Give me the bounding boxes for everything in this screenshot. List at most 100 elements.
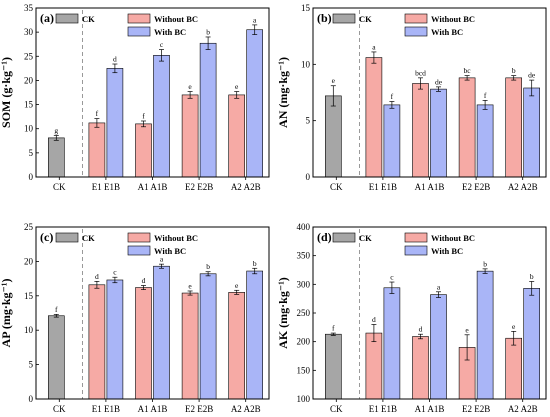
x-tick-label: E2 E2B bbox=[185, 404, 213, 414]
y-axis-title: AK (mg·kg⁻¹) bbox=[276, 277, 290, 349]
plot-frame bbox=[312, 226, 547, 400]
x-tick-label: E2 E2B bbox=[462, 404, 490, 414]
significance-letter: d bbox=[372, 315, 376, 324]
significance-letter: e bbox=[235, 281, 239, 290]
legend-label-without-bc: Without BC bbox=[154, 233, 198, 243]
panel-label: (b) bbox=[317, 11, 332, 25]
y-tick-label: 0 bbox=[29, 394, 34, 404]
legend-swatch-ck bbox=[55, 232, 79, 243]
legend-label-ck: CK bbox=[82, 233, 95, 243]
significance-letter: d bbox=[95, 272, 99, 281]
significance-letter: e bbox=[512, 322, 516, 331]
y-tick-label: 25 bbox=[24, 222, 34, 232]
y-tick-label: 0 bbox=[306, 172, 311, 182]
legend: CK Without BC With BC bbox=[55, 232, 198, 256]
y-tick-label: 5 bbox=[29, 360, 34, 370]
x-tick-label: E1 E1B bbox=[92, 182, 120, 192]
significance-letter: a bbox=[253, 15, 257, 24]
with-bc-bar bbox=[246, 29, 263, 178]
with-bc-bar bbox=[430, 294, 447, 400]
with-bc-bar bbox=[153, 265, 170, 400]
y-tick-label: 100 bbox=[297, 394, 311, 404]
significance-letter: b bbox=[206, 262, 210, 271]
x-tick-label: A2 A2B bbox=[508, 404, 538, 414]
without-bc-bar bbox=[505, 77, 523, 178]
x-tick-label: A2 A2B bbox=[508, 182, 538, 192]
with-bc-bar bbox=[383, 287, 401, 400]
significance-letter: b bbox=[253, 259, 257, 268]
without-bc-bar bbox=[412, 336, 429, 400]
significance-letter: e bbox=[235, 82, 239, 91]
y-tick-label: 15 bbox=[301, 3, 311, 13]
without-bc-bar bbox=[365, 332, 383, 400]
legend: CK Without BC With BC bbox=[55, 13, 198, 37]
significance-letter: e bbox=[465, 325, 469, 334]
ck-bar bbox=[324, 95, 342, 178]
plot-frame bbox=[312, 7, 547, 178]
significance-letter: c bbox=[160, 40, 164, 49]
significance-letter: b bbox=[530, 272, 534, 281]
with-bc-bar bbox=[523, 288, 541, 400]
without-bc-bar bbox=[135, 123, 152, 178]
without-bc-bar bbox=[181, 292, 199, 400]
with-bc-bar bbox=[106, 68, 124, 178]
y-tick-label: 350 bbox=[297, 251, 311, 261]
significance-letter: b bbox=[512, 66, 516, 75]
legend-label-ck: CK bbox=[359, 14, 372, 24]
x-tick-label: A1 A1B bbox=[415, 182, 445, 192]
without-bc-bar bbox=[228, 94, 245, 178]
x-tick-label: A1 A1B bbox=[415, 404, 445, 414]
significance-letter: bcd bbox=[415, 68, 426, 77]
legend-label-ck: CK bbox=[82, 14, 95, 24]
significance-letter: f bbox=[142, 111, 145, 120]
legend-swatch-without-bc bbox=[127, 232, 151, 243]
legend-swatch-without-bc bbox=[404, 13, 428, 24]
with-bc-bar bbox=[199, 42, 217, 178]
legend-label-with-bc: With BC bbox=[154, 246, 186, 256]
significance-letter: c bbox=[113, 268, 117, 277]
y-tick-label: 10 bbox=[24, 124, 34, 134]
significance-letter: f bbox=[96, 109, 99, 118]
without-bc-bar bbox=[135, 287, 152, 400]
x-tick-label: CK bbox=[330, 182, 343, 192]
y-tick-label: 15 bbox=[24, 291, 34, 301]
y-tick-label: 200 bbox=[297, 337, 311, 347]
y-axis-title: SOM (g·kg⁻¹) bbox=[0, 57, 13, 128]
significance-letter: e bbox=[332, 76, 336, 85]
with-bc-bar bbox=[383, 104, 401, 178]
x-tick-label: CK bbox=[53, 404, 66, 414]
with-bc-bar bbox=[476, 104, 494, 178]
x-tick-label: CK bbox=[330, 404, 343, 414]
x-tick-label: CK bbox=[53, 182, 66, 192]
panel-label: (d) bbox=[317, 230, 332, 244]
chart-panel-c: f CK d c E1 E1B d a A1 A1B e b E2 E2B e b A2 A2B 0 5 10 1… bbox=[0, 222, 270, 414]
significance-letter: a bbox=[372, 42, 376, 51]
significance-letter: d bbox=[419, 325, 423, 334]
legend-label-with-bc: With BC bbox=[431, 27, 463, 37]
x-tick-label: E1 E1B bbox=[92, 404, 120, 414]
legend-swatch-with-bc bbox=[404, 245, 428, 256]
y-tick-label: 20 bbox=[24, 75, 34, 85]
y-tick-label: 5 bbox=[29, 148, 34, 158]
legend-label-without-bc: Without BC bbox=[431, 14, 475, 24]
significance-letter: bc bbox=[464, 66, 472, 75]
chart-panel-d: f CK d c E1 E1B d a A1 A1B e b E2 E2B e b A2 A2B 100 15… bbox=[276, 222, 547, 414]
y-tick-label: 250 bbox=[297, 308, 311, 318]
significance-letter: b bbox=[206, 27, 210, 36]
with-bc-bar bbox=[199, 273, 217, 400]
plot-frame bbox=[35, 226, 270, 400]
without-bc-bar bbox=[88, 284, 106, 400]
legend-swatch-with-bc bbox=[127, 26, 151, 37]
legend-label-with-bc: With BC bbox=[154, 27, 186, 37]
significance-letter: f bbox=[332, 324, 335, 333]
without-bc-bar bbox=[365, 57, 383, 178]
legend-swatch-with-bc bbox=[127, 245, 151, 256]
without-bc-bar bbox=[412, 83, 429, 178]
y-axis-title: AP (mg·kg⁻¹) bbox=[0, 279, 13, 348]
legend: CK Without BC With BC bbox=[332, 13, 475, 37]
with-bc-bar bbox=[430, 88, 447, 178]
without-bc-bar bbox=[505, 337, 523, 400]
significance-letter: g bbox=[54, 126, 58, 135]
significance-letter: d bbox=[113, 55, 117, 64]
